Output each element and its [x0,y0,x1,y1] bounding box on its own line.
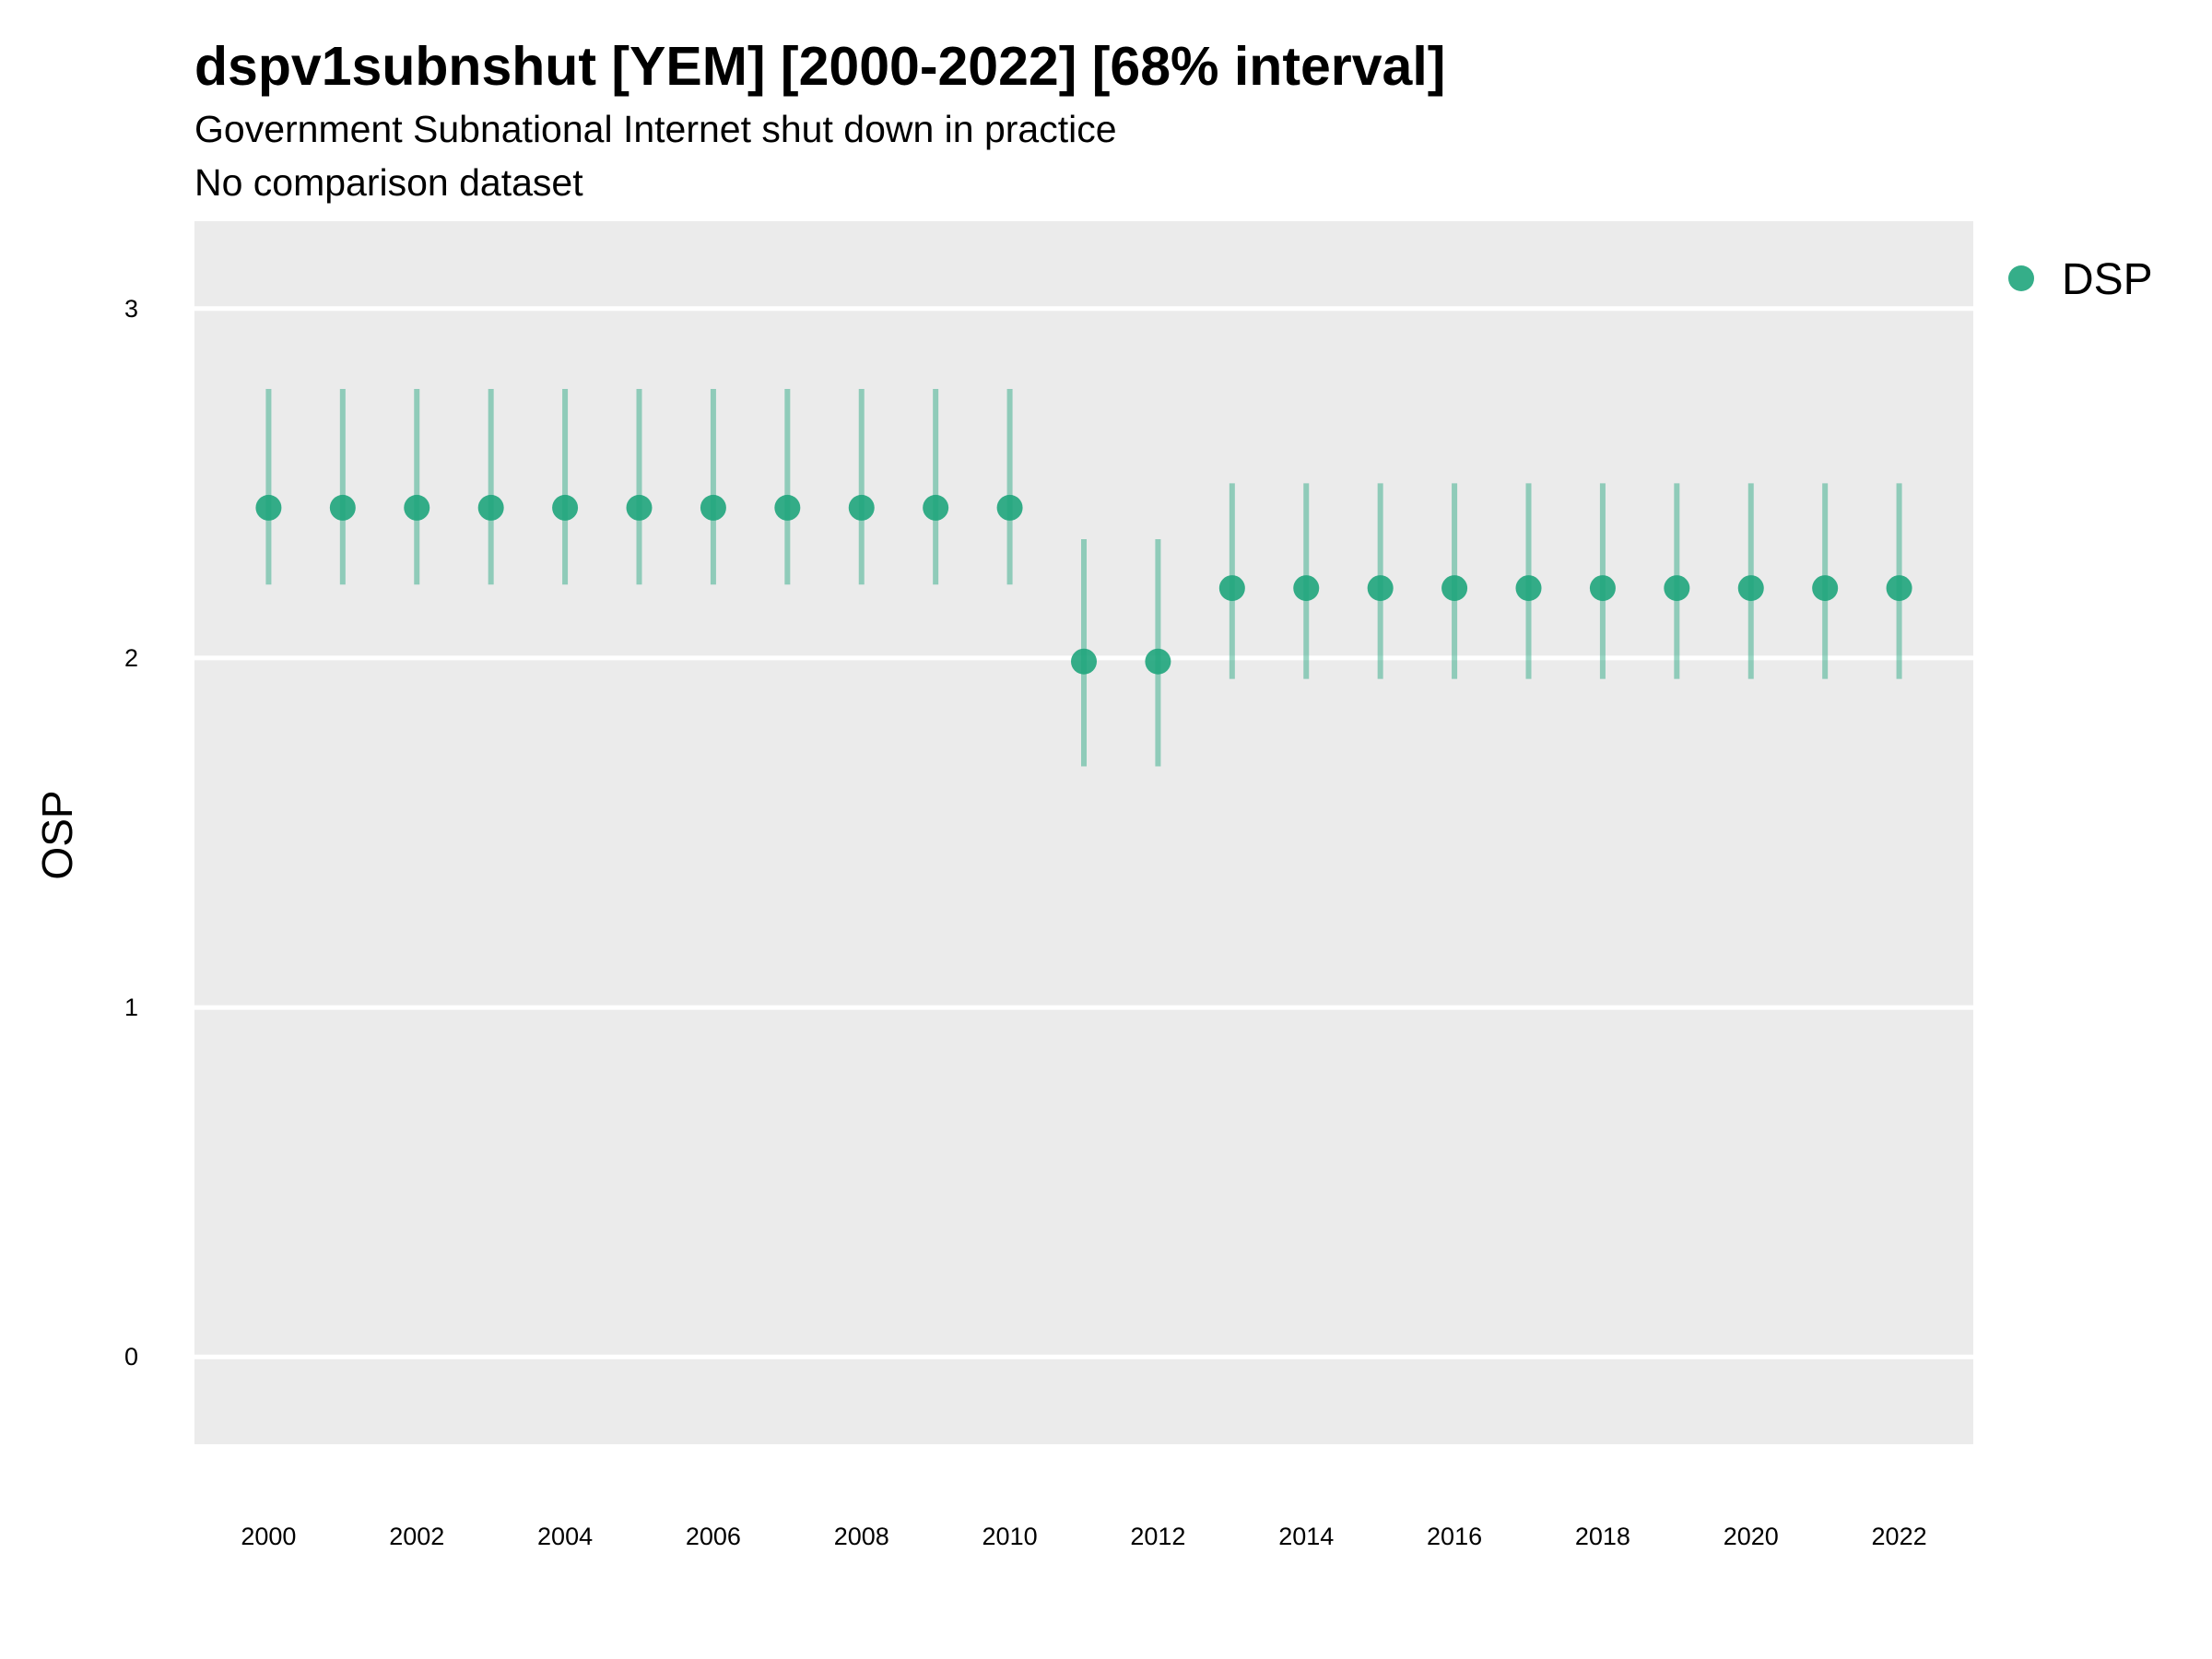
legend-marker-dsp [2008,265,2034,291]
data-point [1664,575,1690,602]
y-tick-label: 2 [124,644,138,672]
data-point [1812,575,1839,602]
x-tick-label: 2008 [834,1523,889,1550]
x-tick-label: 2016 [1427,1523,1482,1550]
data-point [1886,575,1912,602]
data-point [996,494,1023,521]
x-tick-label: 2006 [686,1523,741,1550]
data-point [923,494,949,521]
data-point [1145,648,1171,675]
data-point [1293,575,1320,602]
data-point [774,494,801,521]
data-point [255,494,282,521]
data-marks [255,388,1912,767]
x-tick-label: 2020 [1724,1523,1779,1550]
data-point [626,494,653,521]
legend: DSP [2008,255,2153,304]
x-tick-label: 2004 [537,1523,593,1550]
chart-title: dspv1subnshut [YEM] [2000-2022] [68% int… [194,36,1446,97]
x-tick-label: 2022 [1872,1523,1927,1550]
y-tick-label: 1 [124,994,138,1021]
x-tick-label: 2010 [982,1523,1038,1550]
data-point [552,494,579,521]
y-tick-label: 0 [124,1343,138,1371]
x-tick-label: 2014 [1278,1523,1334,1550]
chart-subtitle-comparison: No comparison dataset [194,161,583,204]
data-point [1218,575,1245,602]
x-tick-label: 2000 [241,1523,296,1550]
axis-ticks: 0 1 2 3 2000 2002 2004 2006 2008 2010 2012 2014 2016… [124,295,1927,1550]
data-point [1441,575,1468,602]
data-point [1589,575,1616,602]
data-point [329,494,356,521]
data-point [1071,648,1097,675]
data-point [404,494,430,521]
data-point [1515,575,1542,602]
data-point [1367,575,1394,602]
y-axis-label: OSP [33,790,81,879]
plot-panel [194,221,1973,1444]
data-point [1737,575,1764,602]
x-tick-label: 2018 [1575,1523,1630,1550]
legend-label-dsp: DSP [2062,255,2153,304]
data-point [477,494,504,521]
x-tick-label: 2002 [389,1523,444,1550]
data-point [700,494,726,521]
data-point [848,494,875,521]
chart-subtitle: Government Subnational Internet shut dow… [194,108,1117,150]
y-tick-label: 3 [124,295,138,323]
x-tick-label: 2012 [1130,1523,1185,1550]
